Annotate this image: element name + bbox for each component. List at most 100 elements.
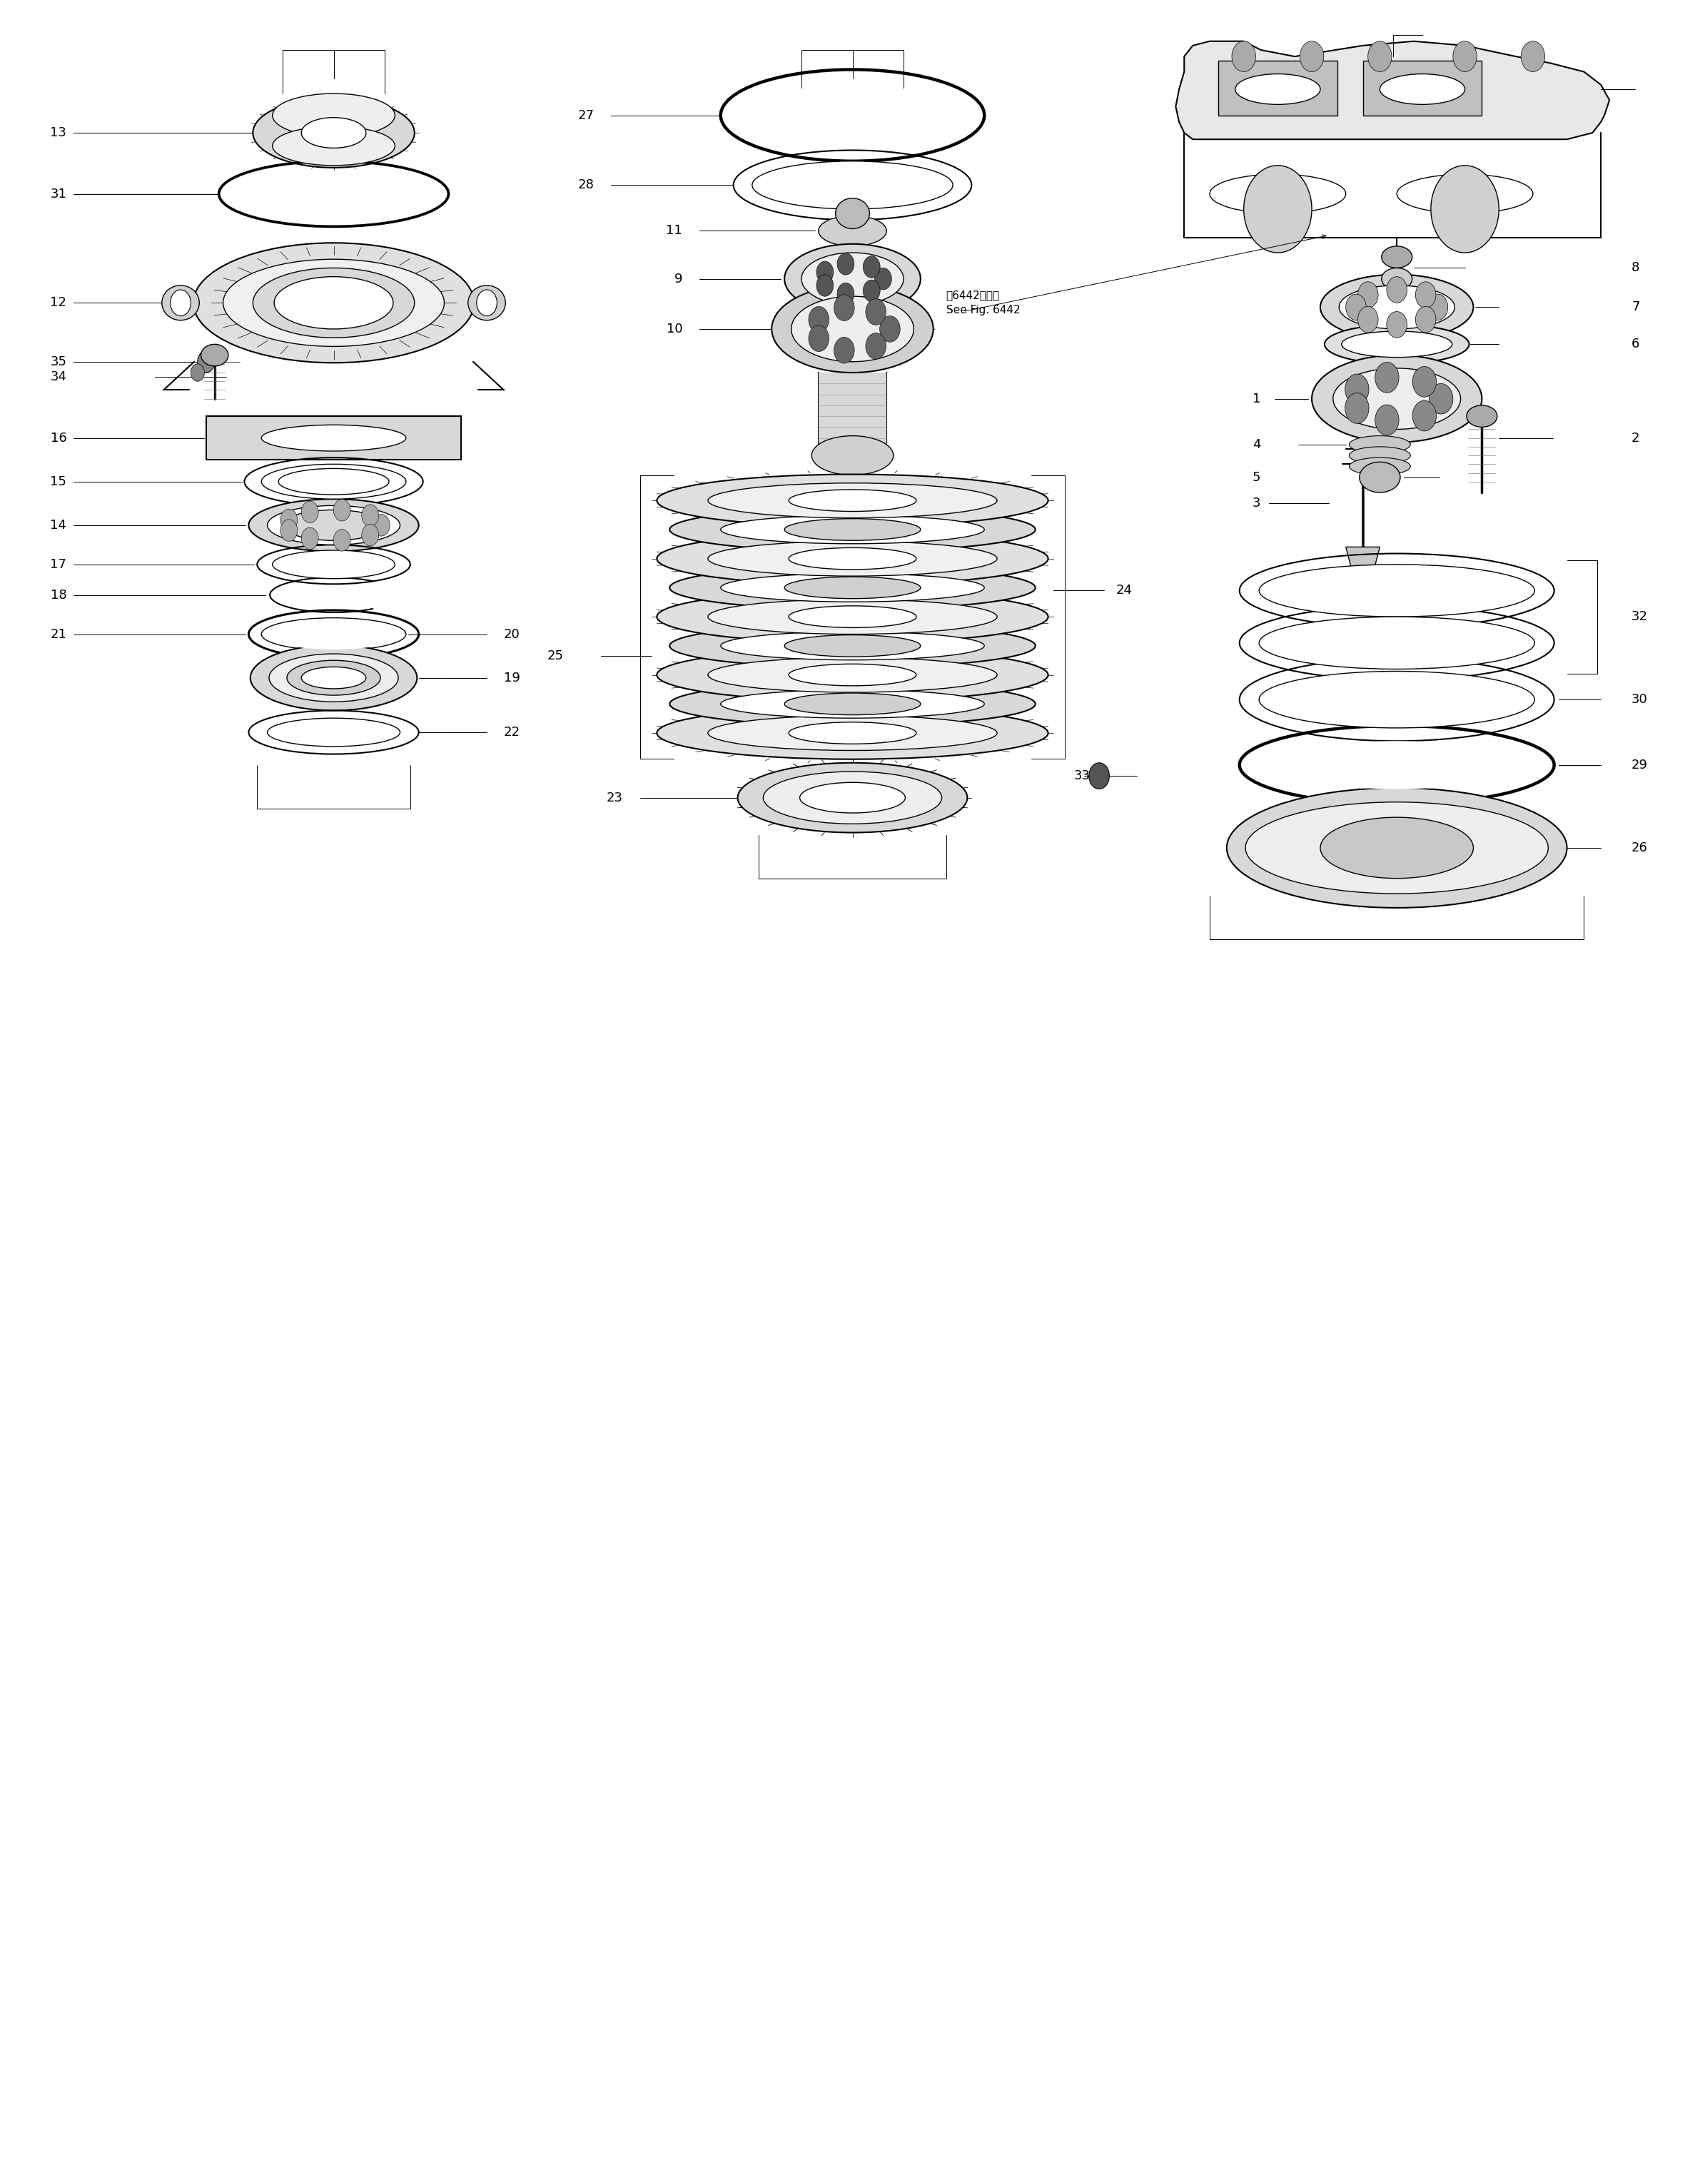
Ellipse shape — [721, 574, 984, 603]
Circle shape — [817, 262, 834, 284]
Text: 34: 34 — [49, 371, 66, 384]
Text: 32: 32 — [1632, 609, 1649, 622]
Text: 3: 3 — [1253, 498, 1260, 509]
Ellipse shape — [251, 644, 418, 710]
Text: 17: 17 — [49, 557, 66, 570]
Ellipse shape — [1381, 247, 1412, 269]
Ellipse shape — [469, 286, 505, 321]
Ellipse shape — [1234, 74, 1320, 105]
Text: 15: 15 — [49, 476, 66, 487]
Ellipse shape — [772, 286, 933, 373]
Ellipse shape — [656, 533, 1049, 585]
Ellipse shape — [784, 577, 921, 598]
Text: 27: 27 — [578, 109, 593, 122]
Ellipse shape — [656, 590, 1049, 642]
Ellipse shape — [1342, 332, 1453, 358]
Circle shape — [834, 336, 854, 363]
Ellipse shape — [656, 708, 1049, 760]
Ellipse shape — [670, 507, 1035, 550]
Ellipse shape — [789, 605, 916, 627]
Ellipse shape — [818, 216, 887, 247]
Bar — [818, 373, 887, 456]
Ellipse shape — [252, 269, 414, 339]
Circle shape — [361, 524, 379, 546]
Ellipse shape — [1262, 740, 1531, 788]
Circle shape — [863, 280, 880, 301]
Circle shape — [1345, 373, 1369, 404]
Circle shape — [191, 365, 205, 382]
Ellipse shape — [1379, 74, 1465, 105]
Circle shape — [1430, 166, 1499, 253]
Ellipse shape — [1333, 369, 1461, 430]
Ellipse shape — [273, 550, 396, 579]
Circle shape — [837, 253, 854, 275]
Ellipse shape — [1320, 817, 1473, 878]
Ellipse shape — [784, 636, 921, 657]
Ellipse shape — [1311, 356, 1482, 443]
Text: 7: 7 — [1632, 301, 1640, 314]
Circle shape — [1386, 277, 1407, 304]
Text: 30: 30 — [1632, 692, 1647, 705]
Circle shape — [1357, 282, 1378, 308]
Circle shape — [280, 520, 297, 542]
Bar — [1219, 61, 1337, 116]
Text: 25: 25 — [547, 649, 563, 662]
Ellipse shape — [670, 681, 1035, 725]
Circle shape — [866, 332, 887, 358]
Ellipse shape — [708, 483, 997, 518]
Ellipse shape — [268, 719, 401, 747]
Ellipse shape — [656, 474, 1049, 526]
Text: 5: 5 — [1253, 472, 1260, 483]
Text: 16: 16 — [51, 432, 66, 443]
Ellipse shape — [721, 515, 984, 544]
Ellipse shape — [789, 664, 916, 686]
Text: 9: 9 — [673, 273, 682, 286]
Circle shape — [1415, 306, 1436, 332]
Ellipse shape — [266, 618, 402, 649]
Circle shape — [808, 325, 829, 352]
Circle shape — [334, 529, 351, 550]
Circle shape — [837, 282, 854, 304]
Ellipse shape — [1258, 563, 1534, 616]
Text: 19: 19 — [503, 670, 520, 684]
Ellipse shape — [656, 649, 1049, 701]
Circle shape — [1376, 363, 1398, 393]
Ellipse shape — [708, 716, 997, 751]
Ellipse shape — [286, 660, 380, 695]
Ellipse shape — [764, 771, 941, 823]
Ellipse shape — [223, 260, 445, 347]
Text: 6: 6 — [1632, 339, 1640, 352]
Ellipse shape — [275, 277, 394, 330]
Circle shape — [875, 269, 892, 290]
Text: 10: 10 — [667, 323, 682, 336]
Circle shape — [808, 306, 829, 332]
Ellipse shape — [789, 548, 916, 570]
Ellipse shape — [721, 631, 984, 660]
Text: 31: 31 — [49, 188, 66, 201]
Ellipse shape — [268, 505, 401, 544]
Ellipse shape — [835, 199, 870, 229]
Ellipse shape — [789, 489, 916, 511]
Ellipse shape — [1349, 459, 1410, 476]
Circle shape — [1089, 762, 1110, 788]
Ellipse shape — [721, 690, 984, 719]
Ellipse shape — [743, 85, 962, 146]
Circle shape — [817, 275, 834, 297]
Circle shape — [361, 505, 379, 526]
Circle shape — [1412, 400, 1436, 430]
Ellipse shape — [1349, 448, 1410, 465]
Text: 26: 26 — [1632, 841, 1649, 854]
Ellipse shape — [273, 127, 396, 166]
Circle shape — [1345, 295, 1366, 321]
Circle shape — [1345, 393, 1369, 424]
Ellipse shape — [1320, 275, 1473, 341]
Ellipse shape — [261, 465, 406, 498]
Polygon shape — [1345, 546, 1379, 572]
Ellipse shape — [1396, 175, 1533, 214]
Ellipse shape — [789, 723, 916, 745]
Text: 22: 22 — [503, 725, 520, 738]
Circle shape — [1412, 367, 1436, 397]
Text: 24: 24 — [1117, 583, 1132, 596]
Circle shape — [1299, 41, 1323, 72]
Circle shape — [477, 290, 496, 317]
